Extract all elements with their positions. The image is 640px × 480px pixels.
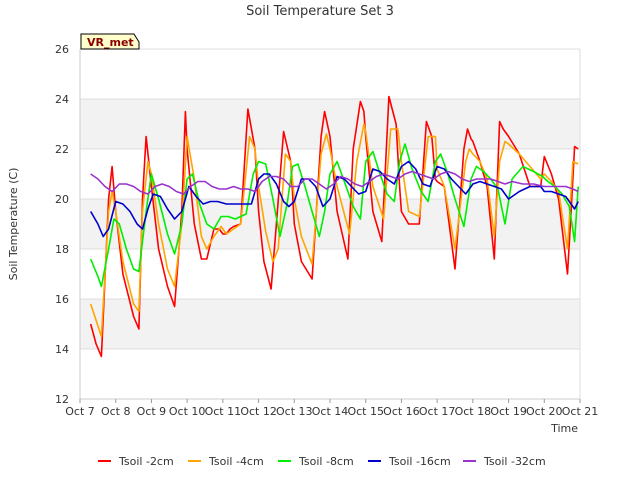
y-tick-label: 14 [55, 343, 69, 356]
chart-title: Soil Temperature Set 3 [246, 4, 394, 19]
x-tick-label: Oct 16 [383, 405, 420, 418]
y-tick-label: 12 [55, 393, 69, 406]
x-tick-label: Oct 10 [169, 405, 206, 418]
y-tick-label: 22 [55, 143, 69, 156]
legend-item: Tsoil -32cm [463, 455, 546, 468]
x-tick-label: Oct 14 [312, 405, 349, 418]
y-tick-label: 20 [55, 193, 69, 206]
x-tick-label: Oct 7 [65, 405, 95, 418]
y-tick-label: 24 [55, 93, 69, 106]
legend-item: Tsoil -2cm [98, 455, 174, 468]
x-tick-label: Oct 13 [276, 405, 313, 418]
series-line-tsoil-4cm [89, 123, 579, 338]
series-line-tsoil-16cm [90, 160, 579, 238]
legend-label: Tsoil -2cm [118, 455, 174, 468]
series-line-tsoil-32cm [90, 170, 579, 195]
x-tick-label: Oct 15 [347, 405, 384, 418]
x-tick-label: Oct 17 [419, 405, 456, 418]
legend-item: Tsoil -8cm [278, 455, 354, 468]
series-line-tsoil-2cm [89, 95, 579, 358]
legend-label: Tsoil -8cm [298, 455, 354, 468]
y-tick-label: 16 [55, 293, 69, 306]
legend-label: Tsoil -4cm [208, 455, 264, 468]
legend-item: Tsoil -4cm [188, 455, 264, 468]
legend: Tsoil -2cm Tsoil -4cm Tsoil -8cm Tsoil -16c… [98, 455, 546, 468]
grid-band [80, 299, 580, 349]
x-tick-label: Oct 20 [526, 405, 563, 418]
source-badge: VR_met [80, 33, 140, 50]
legend-label: Tsoil -16cm [388, 455, 451, 468]
x-tick-label: Oct 11 [205, 405, 242, 418]
badge-box [80, 33, 140, 50]
legend-item: Tsoil -16cm [368, 455, 451, 468]
legend-label: Tsoil -32cm [483, 455, 546, 468]
x-tick-label: Oct 8 [101, 405, 131, 418]
x-tick-label: Oct 18 [455, 405, 492, 418]
x-tick-label: Oct 9 [137, 405, 167, 418]
x-tick-label: Oct 21 [562, 405, 599, 418]
y-axis-label: Soil Temperature (C) [7, 168, 20, 281]
x-tick-label: Oct 19 [490, 405, 527, 418]
x-axis-label: Time [550, 422, 578, 435]
y-tick-label: 18 [55, 243, 69, 256]
badge-label: VR_met [87, 36, 134, 49]
series-layer [89, 95, 579, 358]
y-tick-label: 26 [55, 43, 69, 56]
x-tick-label: Oct 12 [240, 405, 277, 418]
